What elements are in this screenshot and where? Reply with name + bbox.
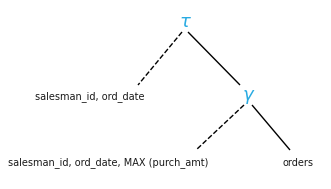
Text: τ: τ — [179, 13, 190, 31]
Text: orders: orders — [282, 158, 313, 168]
Text: salesman_id, ord_date, MAX (purch_amt): salesman_id, ord_date, MAX (purch_amt) — [8, 158, 208, 168]
Text: γ: γ — [243, 86, 253, 104]
Text: salesman_id, ord_date: salesman_id, ord_date — [35, 91, 145, 102]
